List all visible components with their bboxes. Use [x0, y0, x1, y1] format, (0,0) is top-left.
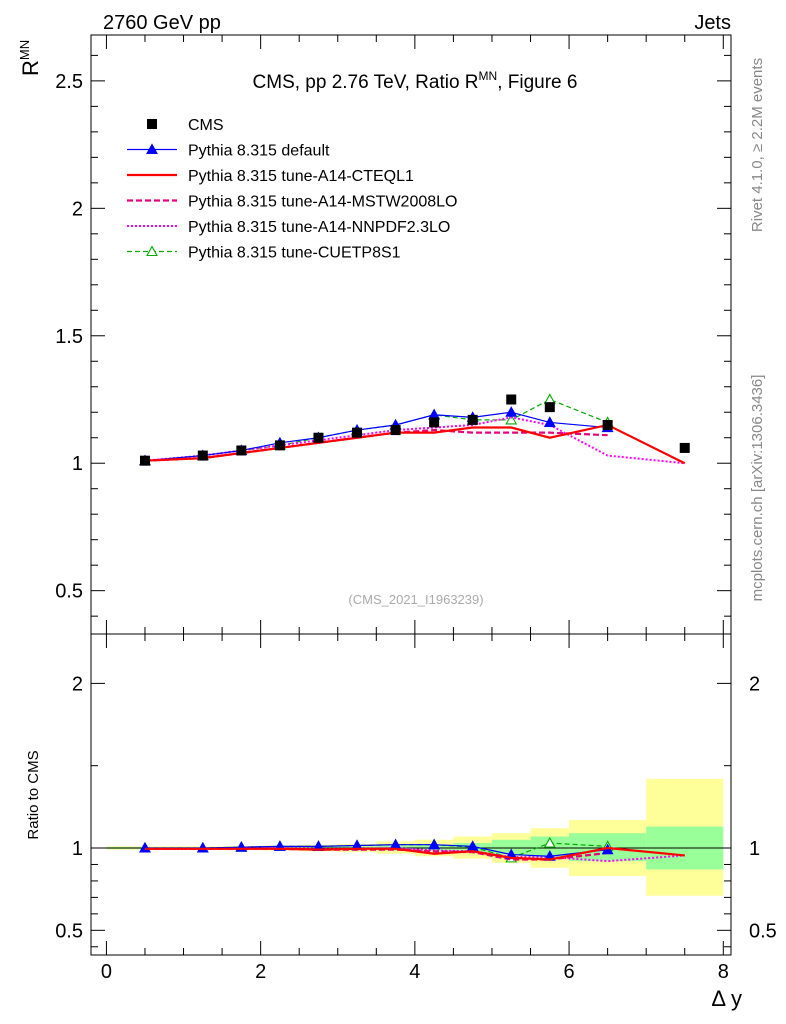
main-point-cms [197, 450, 208, 461]
ratio-data-layer [139, 836, 685, 863]
legend-label-cteql1: Pythia 8.315 tune-A14-CTEQL1 [188, 168, 414, 185]
main-ytick-label: 1 [72, 453, 83, 475]
ratio-ylabel: Ratio to CMS [25, 750, 42, 839]
x-axis-label: Δ y [711, 986, 742, 1011]
legend-label-cms: CMS [188, 117, 224, 134]
mcplots-credit: mcplots.cern.ch [arXiv:1306.3436] [749, 375, 766, 602]
header-energy: 2760 GeV pp [103, 12, 221, 34]
main-point-cms [602, 419, 613, 430]
ratio-ytick-label-right: 0.5 [749, 920, 777, 942]
ratio-ytick-label-right: 2 [749, 673, 760, 695]
main-series-line-cuetp8s1 [144, 398, 608, 462]
ratio-point-default [428, 838, 441, 850]
main-panel: CMS, pp 2.76 TeV, Ratio RMN, Figure 6 RM… [17, 34, 732, 635]
legend-label-cuetp8s1: Pythia 8.315 tune-CUETP8S1 [188, 245, 401, 262]
main-point-cms [429, 417, 440, 428]
main-ytick-label: 1.5 [55, 326, 83, 348]
main-data-layer [139, 393, 690, 466]
main-point-cms [467, 414, 478, 425]
main-series-line-default [144, 411, 608, 462]
main-ytick-label: 2 [72, 198, 83, 220]
main-point-cms [352, 427, 363, 438]
rivet-version: Rivet 4.1.0, ≥ 2.2M events [749, 58, 766, 232]
main-frame [90, 34, 732, 635]
main-point-cms [313, 432, 324, 443]
ratio-series-line-mstw [144, 847, 608, 861]
main-point-cms [274, 440, 285, 451]
main-title-suffix: , Figure 6 [497, 72, 577, 93]
ratio-xtick-label: 6 [564, 961, 575, 983]
legend-marker-cuetp8s1 [146, 245, 158, 257]
ratio-series-line-default [144, 844, 608, 857]
ratio-panel: 0.5 0.5 1 1 2 2 0 2 4 6 8 Ratio to CMS Δ y [25, 633, 777, 1011]
main-point-cms [506, 394, 517, 405]
main-point-cms [139, 455, 150, 466]
main-title-text: CMS, pp 2.76 TeV, Ratio R [253, 72, 479, 93]
main-ylabel: RMN [17, 40, 43, 76]
ratio-axis-ticks: 0.5 0.5 1 1 2 2 0 2 4 6 8 [55, 634, 777, 983]
ratio-frame [90, 633, 732, 956]
main-ylabel-sup: MN [17, 40, 32, 60]
ratio-series-line-cteql1 [144, 846, 685, 861]
legend-marker-default [146, 143, 158, 155]
main-point-cms [236, 445, 247, 456]
legend-label-default: Pythia 8.315 default [188, 143, 330, 160]
main-point-cuetp8s1 [505, 413, 518, 425]
main-point-cms [679, 442, 690, 453]
main-title-sup: MN [479, 69, 498, 83]
legend-label-nnpdf: Pythia 8.315 tune-A14-NNPDF2.3LO [188, 219, 450, 236]
main-ytick-label: 2.5 [55, 71, 83, 93]
legend-label-mstw: Pythia 8.315 tune-A14-MSTW2008LO [188, 194, 457, 211]
ratio-bands [106, 778, 724, 896]
main-axis-ticks: 0.5 1 1.5 2 2.5 [55, 35, 731, 634]
ratio-band-inner [491, 839, 531, 855]
ratio-ytick-label: 2 [72, 673, 83, 695]
main-title: CMS, pp 2.76 TeV, Ratio RMN, Figure 6 [253, 69, 578, 93]
main-point-default [543, 416, 556, 427]
main-point-cms [544, 402, 555, 413]
ratio-point-cuetp8s1 [543, 836, 556, 848]
ratio-xtick-label: 0 [101, 961, 112, 983]
main-point-cms [390, 425, 401, 436]
legend: CMS Pythia 8.315 default Pythia 8.315 tune… [127, 117, 457, 262]
ratio-xtick-label: 2 [255, 961, 266, 983]
main-point-default [505, 406, 518, 417]
legend-marker-cms [147, 119, 157, 129]
analysis-watermark: (CMS_2021_I1963239) [348, 592, 483, 607]
ratio-xtick-label: 8 [718, 961, 729, 983]
ratio-xtick-label: 4 [409, 961, 420, 983]
header-process: Jets [694, 12, 731, 34]
ratio-ytick-label: 1 [72, 838, 83, 860]
main-ylabel-text: R [18, 60, 43, 76]
ratio-ytick-label: 0.5 [55, 920, 83, 942]
main-ytick-label: 0.5 [55, 581, 83, 603]
ratio-ytick-label-right: 1 [749, 838, 760, 860]
